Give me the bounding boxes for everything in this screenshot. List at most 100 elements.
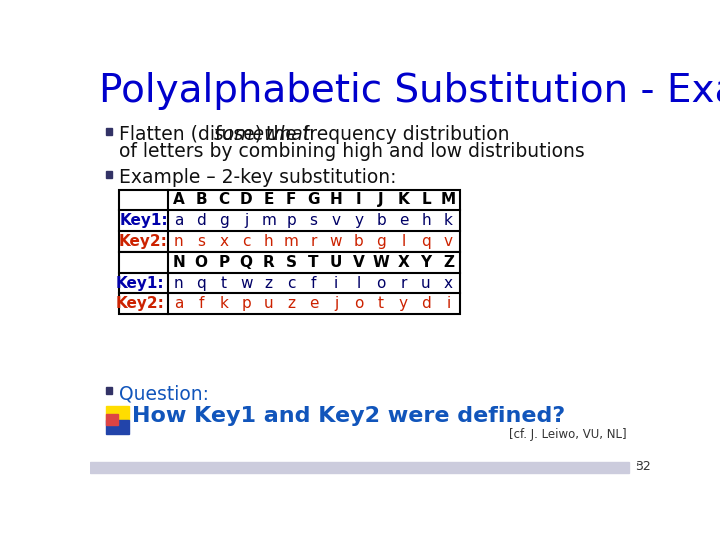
Text: P: P xyxy=(218,255,229,270)
Bar xyxy=(106,171,112,178)
Text: p: p xyxy=(287,213,296,228)
Text: R: R xyxy=(263,255,274,270)
Text: Flatten (difuse): Flatten (difuse) xyxy=(120,125,269,144)
Text: j: j xyxy=(244,213,248,228)
Text: How Key1 and Key2 were defined?: How Key1 and Key2 were defined? xyxy=(132,406,565,426)
Text: y: y xyxy=(354,213,363,228)
Text: r: r xyxy=(400,275,407,291)
Text: 32: 32 xyxy=(636,460,651,473)
Text: c: c xyxy=(287,275,295,291)
Text: I: I xyxy=(356,192,361,207)
Bar xyxy=(106,406,129,420)
Text: q: q xyxy=(197,275,206,291)
Text: s: s xyxy=(197,234,205,249)
Text: m: m xyxy=(284,234,299,249)
Text: V: V xyxy=(353,255,364,270)
Text: n: n xyxy=(174,275,184,291)
Text: J: J xyxy=(378,192,384,207)
Bar xyxy=(106,128,112,135)
Text: E: E xyxy=(264,192,274,207)
Text: z: z xyxy=(287,296,295,312)
Text: the frequency distribution: the frequency distribution xyxy=(261,125,510,144)
Text: h: h xyxy=(264,234,274,249)
Text: r: r xyxy=(310,234,317,249)
Text: t: t xyxy=(378,296,384,312)
Text: Polyalphabetic Substitution - Examples: Polyalphabetic Substitution - Examples xyxy=(99,72,720,111)
Text: f: f xyxy=(199,296,204,312)
Text: L: L xyxy=(421,192,431,207)
Text: T: T xyxy=(308,255,319,270)
Text: k: k xyxy=(220,296,228,312)
Text: h: h xyxy=(421,213,431,228)
Text: l: l xyxy=(356,275,361,291)
Text: w: w xyxy=(240,275,253,291)
Text: i: i xyxy=(446,296,451,312)
Text: O: O xyxy=(194,255,207,270)
Text: A: A xyxy=(173,192,184,207)
Text: D: D xyxy=(240,192,253,207)
Text: d: d xyxy=(197,213,206,228)
Text: G: G xyxy=(307,192,320,207)
Text: S: S xyxy=(286,255,297,270)
Text: X: X xyxy=(397,255,410,270)
Text: x: x xyxy=(219,234,228,249)
Text: W: W xyxy=(372,255,390,270)
Text: c: c xyxy=(242,234,251,249)
Text: f: f xyxy=(311,275,316,291)
Text: K: K xyxy=(397,192,410,207)
Text: somewhat: somewhat xyxy=(214,125,311,144)
Text: U: U xyxy=(330,255,342,270)
Text: Z: Z xyxy=(443,255,454,270)
Text: F: F xyxy=(286,192,297,207)
Text: [cf. J. Leiwo, VU, NL]: [cf. J. Leiwo, VU, NL] xyxy=(510,428,627,441)
Text: n: n xyxy=(174,234,184,249)
Text: u: u xyxy=(264,296,274,312)
Text: g: g xyxy=(376,234,386,249)
Text: d: d xyxy=(421,296,431,312)
Text: N: N xyxy=(172,255,185,270)
Text: Y: Y xyxy=(420,255,431,270)
Text: C: C xyxy=(218,192,229,207)
Text: o: o xyxy=(377,275,386,291)
Text: B: B xyxy=(195,192,207,207)
Text: y: y xyxy=(399,296,408,312)
Text: Question:: Question: xyxy=(120,384,210,403)
Text: Key2:: Key2: xyxy=(119,234,168,249)
Text: t: t xyxy=(221,275,227,291)
Text: v: v xyxy=(332,213,341,228)
Bar xyxy=(106,387,112,394)
Bar xyxy=(120,252,459,314)
Text: j: j xyxy=(334,296,338,312)
Text: M: M xyxy=(441,192,456,207)
Text: s: s xyxy=(310,213,318,228)
Text: e: e xyxy=(309,296,318,312)
Text: m: m xyxy=(261,213,276,228)
Text: Key1:: Key1: xyxy=(116,275,164,291)
Text: a: a xyxy=(174,213,184,228)
Text: p: p xyxy=(241,296,251,312)
Text: Example – 2-key substitution:: Example – 2-key substitution: xyxy=(120,168,397,187)
Text: u: u xyxy=(421,275,431,291)
Text: of letters by combining high and low distributions: of letters by combining high and low dis… xyxy=(120,142,585,161)
Text: Key2:: Key2: xyxy=(115,296,164,312)
Bar xyxy=(106,420,129,434)
Text: v: v xyxy=(444,234,453,249)
Bar xyxy=(120,190,459,252)
Text: i: i xyxy=(334,275,338,291)
Bar xyxy=(106,414,118,425)
Text: b: b xyxy=(376,213,386,228)
Text: H: H xyxy=(330,192,343,207)
Text: w: w xyxy=(330,234,342,249)
Text: q: q xyxy=(421,234,431,249)
Text: g: g xyxy=(219,213,228,228)
Text: b: b xyxy=(354,234,364,249)
Text: ': ' xyxy=(636,462,639,475)
Text: x: x xyxy=(444,275,453,291)
Text: k: k xyxy=(444,213,453,228)
Text: Q: Q xyxy=(240,255,253,270)
Text: z: z xyxy=(265,275,273,291)
Text: Key1:: Key1: xyxy=(120,213,168,228)
Text: e: e xyxy=(399,213,408,228)
Text: o: o xyxy=(354,296,363,312)
Text: a: a xyxy=(174,296,184,312)
